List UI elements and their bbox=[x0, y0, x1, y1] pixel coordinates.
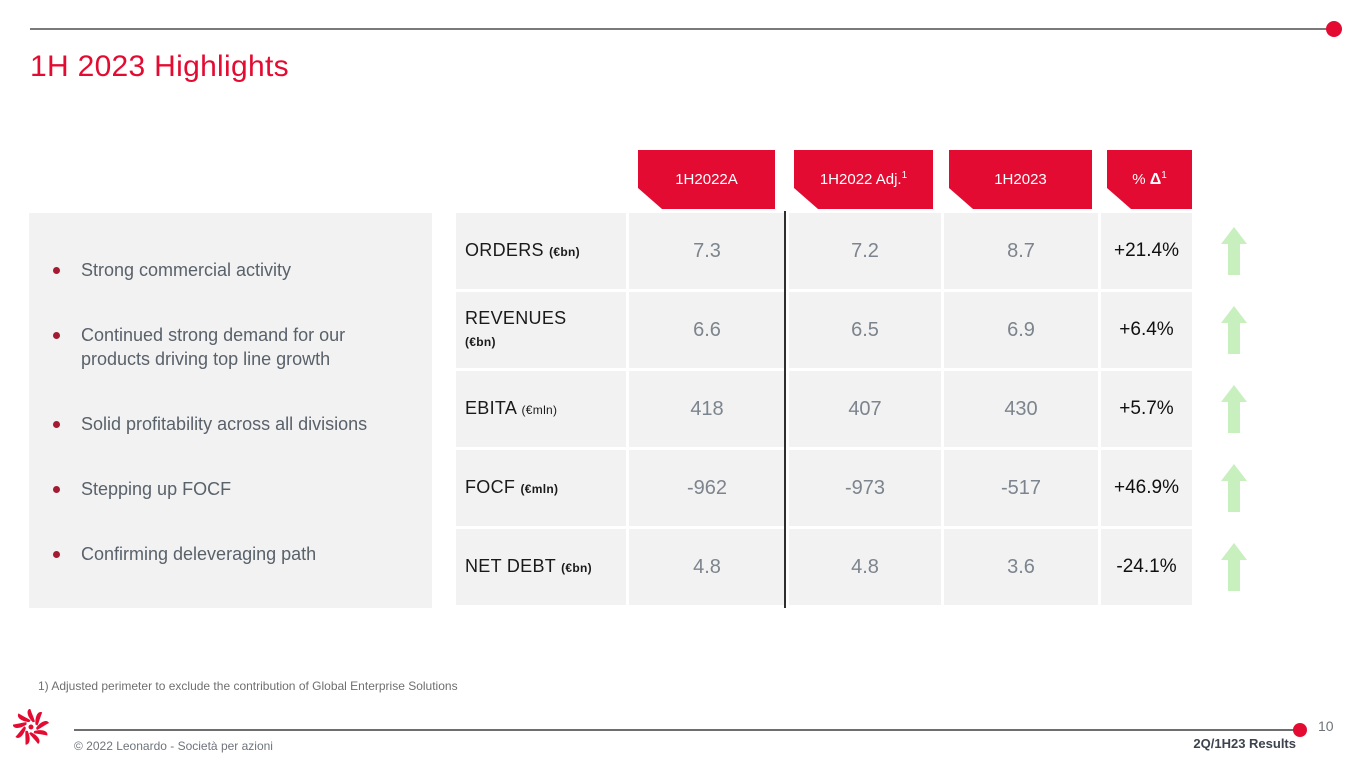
bullet-item: Solid profitability across all divisions bbox=[29, 412, 432, 436]
value-cell: 6.9 bbox=[944, 292, 1098, 368]
value-cell: 4.8 bbox=[629, 529, 785, 605]
bullet-item: Confirming deleveraging path bbox=[29, 542, 432, 566]
delta-cell: +6.4% bbox=[1101, 292, 1192, 368]
value-cell: -973 bbox=[789, 450, 941, 526]
column-header-flag: 1H2022A bbox=[638, 150, 775, 209]
bullet-text: Confirming deleveraging path bbox=[81, 544, 317, 564]
column-header-label: 1H2022A bbox=[675, 171, 738, 188]
value-cell: 4.8 bbox=[789, 529, 941, 605]
trend-up-arrow-icon bbox=[1221, 464, 1247, 512]
footnote: 1) Adjusted perimeter to exclude the con… bbox=[38, 679, 458, 693]
metric-label-cell: REVENUES (€bn) bbox=[456, 292, 626, 368]
value-cell: -517 bbox=[944, 450, 1098, 526]
trend-up-arrow-icon bbox=[1221, 385, 1247, 433]
metric-name: EBITA bbox=[465, 398, 517, 418]
value-cell: 430 bbox=[944, 371, 1098, 447]
column-header-flag: 1H2023 bbox=[949, 150, 1092, 209]
value-cell: 8.7 bbox=[944, 213, 1098, 289]
metric-unit: (€bn) bbox=[549, 245, 580, 259]
bullet-dot-icon bbox=[53, 267, 60, 274]
column-header-flag: % Δ1 bbox=[1107, 150, 1192, 209]
bullet-text: Continued strong demand for our products … bbox=[81, 325, 346, 369]
trend-up-arrow-icon bbox=[1221, 227, 1247, 275]
metric-name: FOCF bbox=[465, 477, 516, 497]
delta-cell: -24.1% bbox=[1101, 529, 1192, 605]
metric-label-cell: NET DEBT (€bn) bbox=[456, 529, 626, 605]
value-cell: 6.5 bbox=[789, 292, 941, 368]
value-cell: -962 bbox=[629, 450, 785, 526]
column-header-flag: 1H2022 Adj.1 bbox=[794, 150, 933, 209]
delta-cell: +5.7% bbox=[1101, 371, 1192, 447]
bullet-item: Stepping up FOCF bbox=[29, 477, 432, 501]
top-rule bbox=[30, 28, 1330, 30]
metric-unit: (€mln) bbox=[520, 482, 559, 496]
footer-rule bbox=[74, 729, 1296, 731]
highlights-panel: Strong commercial activity Continued stro… bbox=[29, 213, 432, 608]
bullet-text: Stepping up FOCF bbox=[81, 479, 232, 499]
metric-name: REVENUES bbox=[465, 308, 567, 328]
bullet-dot-icon bbox=[53, 332, 60, 339]
metric-unit: (€bn) bbox=[561, 561, 592, 575]
bullet-dot-icon bbox=[53, 486, 60, 493]
bullet-text: Strong commercial activity bbox=[81, 260, 292, 280]
metric-name: ORDERS bbox=[465, 240, 544, 260]
report-label: 2Q/1H23 Results bbox=[1193, 736, 1296, 751]
page-number: 10 bbox=[1318, 718, 1334, 734]
value-cell: 418 bbox=[629, 371, 785, 447]
copyright-text: © 2022 Leonardo - Società per azioni bbox=[74, 739, 273, 753]
column-header-label: 1H2022 Adj.1 bbox=[819, 170, 908, 188]
leonardo-logo bbox=[13, 709, 49, 745]
metric-label-cell: EBITA (€mln) bbox=[456, 371, 626, 447]
value-cell: 407 bbox=[789, 371, 941, 447]
bullet-item: Continued strong demand for our products … bbox=[29, 323, 432, 371]
value-cell: 3.6 bbox=[944, 529, 1098, 605]
metric-label-cell: FOCF (€mln) bbox=[456, 450, 626, 526]
metric-label-cell: ORDERS (€bn) bbox=[456, 213, 626, 289]
metric-name: NET DEBT bbox=[465, 556, 556, 576]
delta-cell: +46.9% bbox=[1101, 450, 1192, 526]
delta-cell: +21.4% bbox=[1101, 213, 1192, 289]
bullet-text: Solid profitability across all divisions bbox=[81, 414, 368, 434]
footer-rule-dot bbox=[1293, 723, 1307, 737]
trend-up-arrow-icon bbox=[1221, 543, 1247, 591]
column-header-label: 1H2023 bbox=[994, 171, 1047, 188]
top-rule-dot bbox=[1326, 21, 1342, 37]
page-title: 1H 2023 Highlights bbox=[30, 50, 289, 83]
value-cell: 7.3 bbox=[629, 213, 785, 289]
value-cell: 6.6 bbox=[629, 292, 785, 368]
bullet-dot-icon bbox=[53, 421, 60, 428]
metric-unit: (€bn) bbox=[465, 335, 496, 349]
bullet-dot-icon bbox=[53, 551, 60, 558]
value-cell: 7.2 bbox=[789, 213, 941, 289]
trend-up-arrow-icon bbox=[1221, 306, 1247, 354]
metric-unit: (€mln) bbox=[521, 403, 558, 417]
bullet-item: Strong commercial activity bbox=[29, 258, 432, 282]
column-divider-line bbox=[784, 211, 786, 608]
column-header-label: % Δ1 bbox=[1132, 169, 1167, 188]
